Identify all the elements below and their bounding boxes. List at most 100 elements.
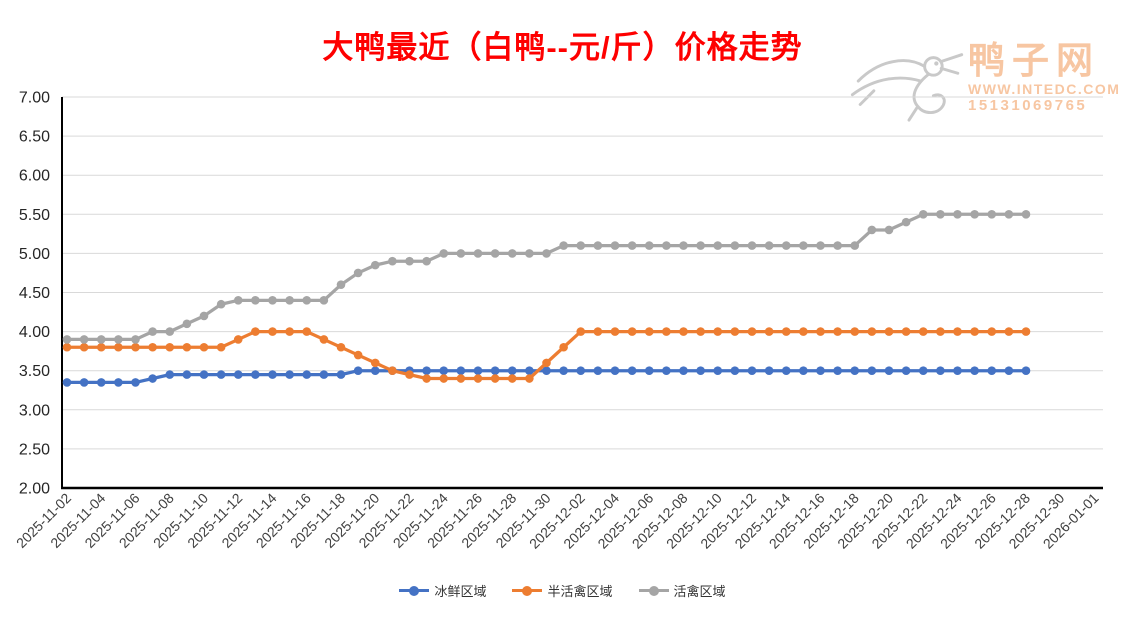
data-point-marker (627, 241, 637, 250)
data-point-marker (593, 327, 603, 336)
data-point-marker (662, 241, 671, 250)
data-point-marker (781, 241, 791, 250)
data-point-marker (713, 241, 723, 250)
series-live-poultry-area-markers (62, 210, 1031, 344)
data-point-marker (336, 280, 346, 289)
data-point-marker (901, 217, 911, 227)
data-point-marker (816, 366, 825, 376)
duck-logo-icon (850, 53, 964, 122)
data-point-marker (165, 370, 175, 379)
data-point-marker (1004, 210, 1014, 219)
data-point-marker (199, 342, 209, 352)
data-point-marker (850, 241, 860, 250)
data-point-marker (336, 342, 346, 352)
data-point-marker (473, 374, 483, 383)
data-point-marker (953, 327, 962, 336)
data-point-marker (405, 370, 414, 379)
data-point-marker (148, 342, 157, 352)
duck-eye (934, 61, 939, 66)
data-point-marker (456, 374, 466, 383)
data-point-marker (610, 366, 620, 376)
data-point-marker (233, 296, 243, 305)
data-point-marker (901, 327, 911, 336)
data-point-marker (542, 366, 551, 376)
data-point-marker (490, 366, 500, 376)
data-point-marker (936, 366, 945, 376)
data-point-marker (439, 374, 449, 383)
data-point-marker (62, 378, 72, 387)
data-point-marker (816, 241, 825, 250)
series-live-poultry-area-line (67, 212, 1026, 342)
chart-title: 大鸭最近（白鸭--元/斤）价格走势 (322, 30, 803, 65)
y-tick-label: 6.00 (19, 168, 50, 185)
data-point-marker (576, 241, 586, 250)
data-point-marker (370, 366, 380, 376)
data-point-marker (268, 370, 277, 379)
data-point-marker (644, 241, 654, 250)
data-point-marker (799, 241, 808, 250)
data-point-marker (114, 335, 123, 344)
y-tick-label: 6.50 (19, 129, 50, 146)
data-point-marker (747, 241, 757, 250)
data-point-marker (285, 370, 294, 379)
data-point-marker (970, 210, 979, 219)
data-point-marker (610, 327, 620, 336)
data-point-marker (388, 366, 397, 376)
data-point-marker (987, 210, 997, 219)
data-point-marker (233, 335, 243, 344)
data-point-marker (268, 296, 277, 305)
data-point-marker (1021, 210, 1031, 219)
data-point-marker (114, 342, 123, 352)
data-point-marker (525, 366, 534, 376)
data-point-marker (507, 366, 517, 376)
data-point-marker (490, 374, 500, 383)
legend: 冰鲜区域 半活禽区域 活禽区域 (0, 581, 1125, 600)
y-tick-label: 3.00 (19, 402, 50, 419)
data-point-marker (302, 327, 312, 336)
data-point-marker (353, 350, 363, 360)
data-point-marker (285, 327, 294, 336)
data-point-marker (696, 327, 705, 336)
data-point-marker (422, 366, 431, 376)
data-point-marker (918, 366, 928, 376)
y-tick-label: 2.00 (19, 481, 50, 498)
gridlines (62, 96, 1103, 450)
data-point-marker (148, 374, 157, 383)
data-point-marker (1004, 327, 1014, 336)
data-point-marker (405, 256, 414, 266)
data-point-marker (319, 296, 329, 305)
data-point-marker (302, 296, 312, 305)
data-point-marker (987, 327, 997, 336)
data-point-marker (850, 327, 860, 336)
data-point-marker (216, 299, 226, 309)
data-point-marker (542, 249, 551, 258)
data-point-marker (268, 327, 277, 336)
legend-item-live-poultry-area: 活禽区域 (638, 581, 726, 600)
data-point-marker (199, 311, 209, 321)
legend-item-chilled-area: 冰鲜区域 (399, 581, 486, 600)
data-point-marker (456, 249, 466, 258)
data-point-marker (627, 366, 637, 376)
data-point-marker (559, 241, 568, 250)
legend-marker-chilled-area (399, 585, 430, 596)
data-point-marker (679, 241, 688, 250)
legend-label: 活禽区域 (673, 584, 726, 599)
data-point-marker (233, 370, 243, 379)
data-point-marker (936, 210, 945, 219)
y-tick-label: 3.50 (19, 363, 50, 380)
data-point-marker (662, 366, 671, 376)
y-tick-label: 7.00 (19, 90, 50, 107)
legend-marker-dot (409, 585, 420, 596)
data-point-marker (285, 296, 294, 305)
data-point-marker (576, 366, 586, 376)
data-point-marker (730, 241, 740, 250)
data-point-marker (114, 378, 123, 387)
watermark-phone: 15131069765 (968, 97, 1088, 114)
data-point-marker (593, 366, 603, 376)
data-point-marker (936, 327, 945, 336)
data-point-marker (319, 335, 329, 344)
data-point-marker (131, 342, 140, 352)
legend-label: 半活禽区域 (547, 584, 613, 599)
data-point-marker (216, 370, 226, 379)
